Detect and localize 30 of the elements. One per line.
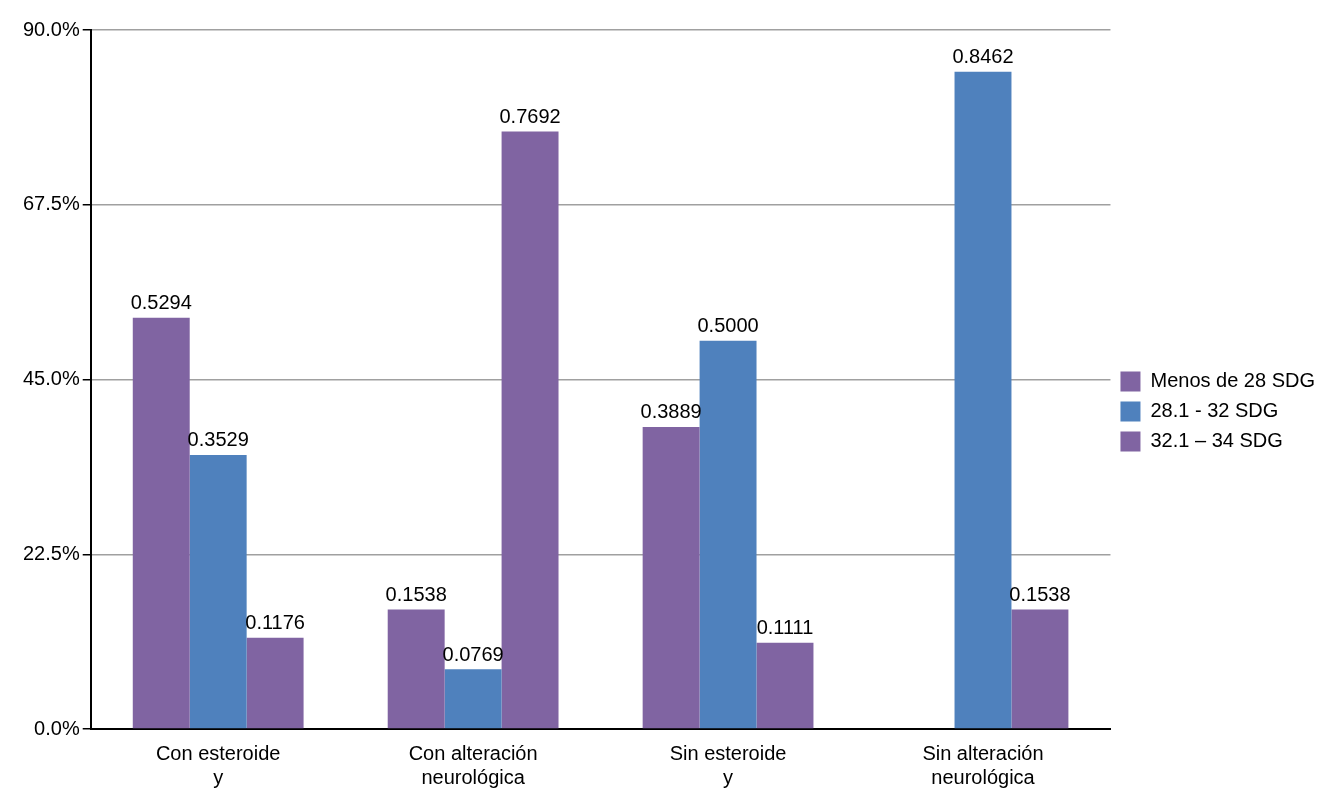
bar bbox=[387, 609, 445, 729]
bar bbox=[954, 71, 1012, 729]
bar bbox=[132, 317, 190, 729]
data-label: 0.8462 bbox=[952, 45, 1014, 68]
bar bbox=[756, 642, 814, 729]
y-tick-label: 45.0% bbox=[22, 367, 80, 390]
bar bbox=[699, 340, 757, 729]
data-label: 0.1538 bbox=[385, 583, 447, 606]
bar bbox=[501, 131, 559, 729]
legend-label: 28.1 - 32 SDG bbox=[1150, 399, 1279, 422]
bar bbox=[642, 426, 700, 729]
bar bbox=[246, 637, 304, 729]
x-tick-label: Sin alteración neurológica bbox=[922, 741, 1044, 788]
data-label: 0.5294 bbox=[130, 291, 192, 314]
y-tick-label: 90.0% bbox=[22, 17, 80, 40]
y-tick-label: 22.5% bbox=[22, 541, 80, 564]
bar bbox=[444, 669, 502, 729]
x-tick-label: Sin esteroide y bbox=[669, 741, 787, 788]
bar bbox=[189, 454, 247, 729]
data-label: 0.5000 bbox=[697, 314, 759, 337]
legend-label: 32.1 – 34 SDG bbox=[1150, 429, 1283, 452]
x-tick-label: Con alteración neurológica bbox=[408, 741, 538, 788]
legend-label: Menos de 28 SDG bbox=[1150, 369, 1315, 392]
data-label: 0.1176 bbox=[245, 611, 305, 634]
y-tick-label: 0.0% bbox=[34, 716, 80, 739]
data-label: 0.7692 bbox=[499, 105, 561, 128]
bar bbox=[1011, 609, 1069, 729]
x-tick-label: Con esteroide y bbox=[155, 741, 281, 788]
data-label: 0.1111 bbox=[756, 616, 814, 639]
y-tick-label: 67.5% bbox=[22, 192, 80, 215]
